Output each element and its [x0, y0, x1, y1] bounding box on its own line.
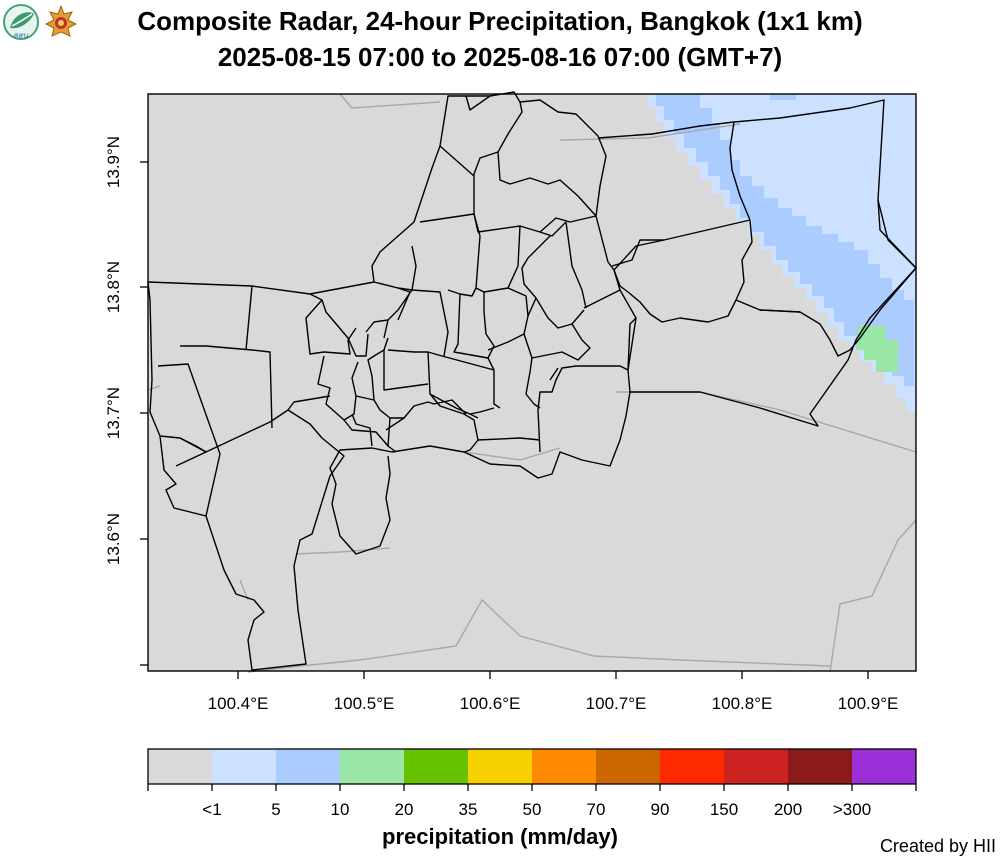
colorbar-label: 35 — [458, 800, 478, 819]
colorbar-label: 5 — [271, 800, 281, 819]
map-subtitle: 2025-08-15 07:00 to 2025-08-16 07:00 (GM… — [217, 42, 783, 72]
colorbar-segment — [596, 749, 661, 784]
x-tick-label: 100.8°E — [711, 694, 773, 713]
x-tick-label: 100.5°E — [333, 694, 395, 713]
district-boundaries — [147, 91, 917, 671]
axis-ticks — [140, 161, 869, 679]
road-lines — [147, 93, 917, 673]
credit-text: Created by HII — [879, 836, 996, 856]
colorbar-label: 200 — [773, 800, 803, 819]
rain-area-medium — [656, 94, 914, 386]
x-tick-label: 100.9°E — [837, 694, 899, 713]
colorbar-segment — [532, 749, 597, 784]
x-tick-label: 100.4°E — [207, 694, 269, 713]
colorbar-segment — [276, 749, 341, 784]
colorbar-segment — [404, 749, 469, 784]
rain-area-green — [856, 326, 898, 372]
colorbar-segment — [340, 749, 405, 784]
colorbar-label: >300 — [832, 800, 872, 819]
colorbar-label: 150 — [709, 800, 739, 819]
colorbar-label: 10 — [330, 800, 350, 819]
colorbar-label: 90 — [650, 800, 670, 819]
y-tick-label: 13.7°N — [104, 386, 124, 440]
colorbar-segment — [660, 749, 725, 784]
x-tick-label: 100.6°E — [459, 694, 521, 713]
colorbar-label: <1 — [202, 800, 222, 819]
colorbar-label: 50 — [522, 800, 542, 819]
colorbar-segment — [724, 749, 789, 784]
colorbar-segment — [852, 749, 917, 784]
colorbar-label: 20 — [394, 800, 414, 819]
map-title: Composite Radar, 24-hour Precipitation, … — [137, 6, 863, 36]
leaf-logo-icon: สสน — [3, 4, 39, 40]
colorbar-segment — [468, 749, 533, 784]
royal-emblem-icon — [44, 4, 78, 37]
colorbar — [147, 748, 917, 791]
y-tick-label: 13.9°N — [104, 135, 124, 189]
y-tick-label: 13.6°N — [104, 512, 124, 566]
colorbar-label: 70 — [586, 800, 606, 819]
svg-text:สสน: สสน — [13, 31, 29, 40]
y-tick-label: 13.8°N — [104, 260, 124, 314]
colorbar-title: precipitation (mm/day) — [382, 824, 618, 849]
colorbar-segment — [788, 749, 853, 784]
colorbar-segment — [148, 749, 213, 784]
colorbar-segment — [212, 749, 277, 784]
x-tick-label: 100.7°E — [585, 694, 647, 713]
